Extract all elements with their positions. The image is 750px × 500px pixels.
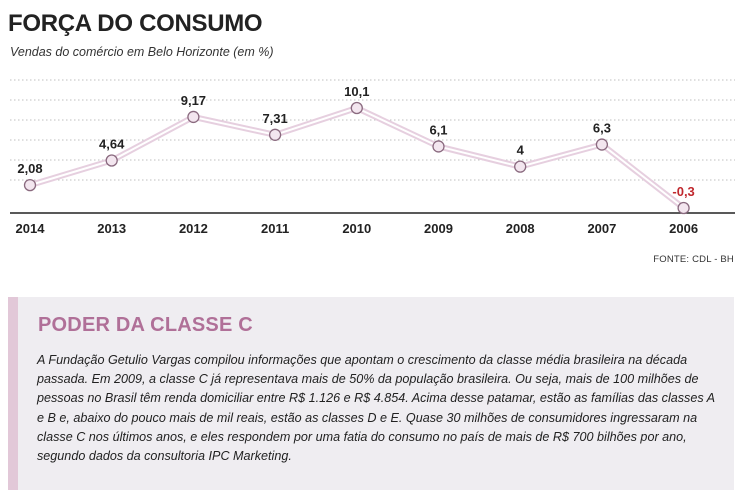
- chart-subtitle: Vendas do comércio em Belo Horizonte (em…: [10, 45, 274, 59]
- data-point: [268, 128, 282, 141]
- x-tick-label: 2010: [342, 221, 371, 236]
- data-label: 7,31: [262, 111, 287, 126]
- data-label: 9,17: [181, 93, 206, 108]
- data-point: [105, 154, 118, 167]
- x-tick-label: 2006: [669, 221, 698, 236]
- series-line-highlight: [29, 107, 685, 209]
- data-point: [432, 140, 445, 153]
- data-label: 6,3: [593, 121, 611, 136]
- data-point: [350, 101, 363, 115]
- data-label: -0,3: [672, 184, 694, 199]
- series-line: [27, 105, 687, 211]
- x-tick-label: 2007: [587, 221, 616, 236]
- info-box-text: A Fundação Getulio Vargas compilou infor…: [37, 353, 715, 464]
- info-box-accent-bar: [8, 297, 18, 490]
- x-tick-label: 2012: [179, 221, 208, 236]
- data-label: 2,08: [17, 161, 42, 176]
- data-point: [595, 138, 609, 151]
- info-box-title: PODER DA CLASSE C: [38, 314, 253, 336]
- x-tick-label: 2013: [97, 221, 126, 236]
- data-point: [677, 201, 690, 215]
- data-label: 4,64: [99, 137, 125, 152]
- info-box: PODER DA CLASSE C A Fundação Getulio Var…: [8, 297, 734, 490]
- data-label: 6,1: [429, 122, 447, 137]
- data-point: [514, 160, 527, 173]
- chart-source: FONTE: CDL - BH: [653, 254, 734, 265]
- x-tick-label: 2008: [506, 221, 535, 236]
- data-point: [23, 178, 37, 192]
- data-point: [187, 110, 200, 124]
- page-title: FORÇA DO CONSUMO: [8, 10, 263, 37]
- data-label: 10,1: [344, 84, 369, 99]
- x-tick-label: 2014: [16, 221, 46, 236]
- line-chart: 2,08 2014 4,64 2013 9,17 2012 7,31 2011 10,1 2010…: [10, 79, 735, 236]
- data-label: 4: [517, 143, 525, 158]
- x-tick-label: 2009: [424, 221, 453, 236]
- x-tick-label: 2011: [261, 221, 289, 236]
